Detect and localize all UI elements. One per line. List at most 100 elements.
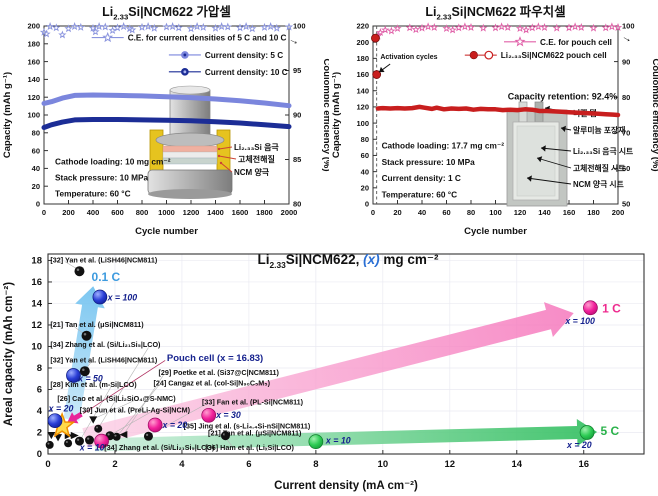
svg-text:1 C: 1 C	[602, 301, 621, 315]
svg-text:100: 100	[622, 22, 635, 31]
svg-text:[32] Yan et al. (LiSH46|NCM811: [32] Yan et al. (LiSH46|NCM811)	[50, 355, 158, 364]
svg-text:Cathode loading: 17.7 mg cm⁻²: Cathode loading: 17.7 mg cm⁻²	[382, 141, 505, 151]
svg-text:[24] Cangaz et al. (col-Si|N₉₀: [24] Cangaz et al. (col-Si|N₉₀C₅M₅)	[153, 379, 270, 388]
svg-text:140: 140	[538, 208, 551, 217]
svg-text:95: 95	[293, 66, 301, 75]
svg-text:Cathode loading: 10 mg cm⁻²: Cathode loading: 10 mg cm⁻²	[55, 156, 171, 166]
svg-text:220: 220	[356, 22, 369, 31]
svg-text:C.E. for pouch cell: C.E. for pouch cell	[540, 38, 612, 47]
svg-text:8: 8	[313, 459, 318, 470]
svg-text:200: 200	[612, 208, 625, 217]
svg-text:Stack pressure: 10 MPa: Stack pressure: 10 MPa	[382, 157, 476, 167]
svg-text:Temperature: 60 °C: Temperature: 60 °C	[382, 189, 458, 199]
svg-text:60: 60	[361, 151, 369, 160]
svg-text:Current density: 10 C: Current density: 10 C	[205, 68, 288, 77]
svg-text:1000: 1000	[158, 208, 175, 217]
svg-text:40: 40	[418, 208, 426, 217]
svg-text:NCM 양극: NCM 양극	[234, 167, 270, 177]
svg-text:→: →	[620, 30, 636, 46]
svg-text:[26] Cao et al. (Si|Li₂SiO₄@S-: [26] Cao et al. (Si|Li₂SiO₄@S-NMC)	[57, 394, 176, 403]
svg-text:8: 8	[37, 363, 42, 374]
svg-text:6: 6	[37, 385, 42, 396]
svg-text:x = 100: x = 100	[564, 316, 595, 326]
svg-text:Li2.33Si|NCM622 파우치셀: Li2.33Si|NCM622 파우치셀	[425, 4, 565, 22]
svg-text:[33] Fan et al. (PL-Si|NCM811): [33] Fan et al. (PL-Si|NCM811)	[202, 397, 304, 406]
svg-text:[21] Tan et al. (μSi|NCM811): [21] Tan et al. (μSi|NCM811)	[50, 320, 144, 329]
svg-text:14: 14	[511, 459, 522, 470]
svg-text:x = 10: x = 10	[79, 443, 105, 453]
svg-text:800: 800	[136, 208, 149, 217]
svg-text:1400: 1400	[207, 208, 224, 217]
svg-text:Capacity (mAh g⁻¹): Capacity (mAh g⁻¹)	[331, 72, 342, 158]
svg-text:Temperature: 60 °C: Temperature: 60 °C	[55, 188, 131, 198]
svg-text:12: 12	[445, 459, 456, 470]
svg-text:70: 70	[622, 129, 630, 138]
svg-text:[29] Poetke et al. (Si37@C|NCM: [29] Poetke et al. (Si37@C|NCM811)	[158, 368, 279, 377]
svg-text:60: 60	[622, 164, 630, 173]
svg-text:0: 0	[365, 200, 369, 209]
svg-text:[30] Jun et al. (PreLi-Ag-Si|N: [30] Jun et al. (PreLi-Ag-Si|NCM)	[80, 405, 191, 414]
svg-text:60: 60	[442, 208, 450, 217]
svg-text:1800: 1800	[256, 208, 273, 217]
svg-text:20: 20	[32, 182, 40, 191]
svg-text:Coulombic efficiency (%): Coulombic efficiency (%)	[650, 59, 658, 172]
svg-text:Activation cycles: Activation cycles	[380, 54, 437, 61]
svg-text:10: 10	[31, 342, 42, 353]
svg-text:Cycle number: Cycle number	[135, 226, 198, 237]
svg-text:120: 120	[356, 103, 369, 112]
svg-text:12: 12	[31, 320, 42, 331]
svg-text:40: 40	[361, 167, 369, 176]
svg-text:90: 90	[622, 57, 630, 66]
svg-text:1600: 1600	[232, 208, 249, 217]
svg-text:[35] Jing et al. (s-Li₄.₄Si-nS: [35] Jing et al. (s-Li₄.₄Si-nSi|NCM811)	[184, 422, 311, 431]
svg-text:160: 160	[356, 70, 369, 79]
svg-text:[32] Yan et al. (LiSH46|NCM811: [32] Yan et al. (LiSH46|NCM811)	[50, 255, 158, 264]
svg-text:4: 4	[37, 406, 43, 417]
svg-text:160: 160	[27, 57, 40, 66]
svg-text:0: 0	[36, 200, 40, 209]
svg-text:Pouch cell (x = 16.83): Pouch cell (x = 16.83)	[167, 353, 263, 364]
svg-text:80: 80	[32, 129, 40, 138]
svg-text:Li2.33Si|NCM622, (x) mg cm⁻²: Li2.33Si|NCM622, (x) mg cm⁻²	[258, 252, 439, 270]
svg-text:85: 85	[293, 155, 301, 164]
svg-text:180: 180	[356, 54, 369, 63]
svg-text:80: 80	[361, 135, 369, 144]
svg-text:Li₂.₃₃Si 음극: Li₂.₃₃Si 음극	[234, 142, 279, 152]
svg-text:x = 50: x = 50	[77, 374, 103, 384]
svg-text:Current density: 5 C: Current density: 5 C	[205, 51, 283, 60]
svg-text:C.E. for current densities of: C.E. for current densities of 5 C and 10…	[128, 34, 287, 43]
svg-text:1200: 1200	[183, 208, 200, 217]
svg-text:0: 0	[37, 449, 42, 460]
svg-text:0: 0	[45, 459, 50, 470]
svg-text:x = 20: x = 20	[162, 420, 188, 430]
svg-text:x = 30: x = 30	[215, 410, 241, 420]
svg-text:[28] Kim et al. (m-Si|LCO): [28] Kim et al. (m-Si|LCO)	[50, 380, 137, 389]
svg-text:x = 100: x = 100	[107, 293, 138, 303]
svg-text:x = 10: x = 10	[325, 436, 351, 446]
svg-text:100: 100	[356, 119, 369, 128]
svg-text:→: →	[287, 33, 302, 49]
svg-text:Stack pressure: 10 MPa: Stack pressure: 10 MPa	[55, 172, 149, 182]
svg-text:120: 120	[27, 93, 40, 102]
rate-comparison-chart: 0 2 4 6 8 10 12 14 16 0 2 4 6 8 10 12 14 16 18 Current dens…	[3, 252, 645, 492]
pressure-cell-panel: Li2.33Si|NCM622 가압셀 0 200 400 600 800 1000 1200…	[0, 0, 329, 240]
svg-text:4: 4	[179, 459, 185, 470]
svg-text:200: 200	[62, 208, 75, 217]
svg-text:0: 0	[42, 208, 46, 217]
svg-text:Coulombic efficiency (%): Coulombic efficiency (%)	[321, 59, 329, 172]
svg-text:[21] Tan et al. (μSi|NCM811): [21] Tan et al. (μSi|NCM811)	[208, 429, 302, 438]
svg-text:Areal capacity (mAh cm⁻²): Areal capacity (mAh cm⁻²)	[3, 282, 15, 426]
svg-text:0.1 C: 0.1 C	[92, 270, 121, 284]
svg-text:2: 2	[112, 459, 117, 470]
svg-text:80: 80	[622, 93, 630, 102]
svg-text:400: 400	[87, 208, 100, 217]
svg-text:Li₂.₃₃Si 음극 시트: Li₂.₃₃Si 음극 시트	[573, 146, 633, 156]
svg-text:Li2.33Si|NCM622 가압셀: Li2.33Si|NCM622 가압셀	[102, 4, 231, 22]
pouch-cell-chart: Li2.33Si|NCM622 파우치셀 0 20 40 60 80 100 120 140 16…	[331, 4, 658, 237]
pouch-cell-panel: Li2.33Si|NCM622 파우치셀 0 20 40 60 80 100 120 140 16…	[329, 0, 658, 240]
svg-text:[34] Zhang et al. (Si/Li₂₁Si₅|: [34] Zhang et al. (Si/Li₂₁Si₅|LCO)	[50, 340, 161, 349]
svg-text:고체전해질: 고체전해질	[238, 154, 275, 164]
svg-text:[36] Ham et al. (LiₓSi|LCO): [36] Ham et al. (LiₓSi|LCO)	[205, 443, 294, 452]
